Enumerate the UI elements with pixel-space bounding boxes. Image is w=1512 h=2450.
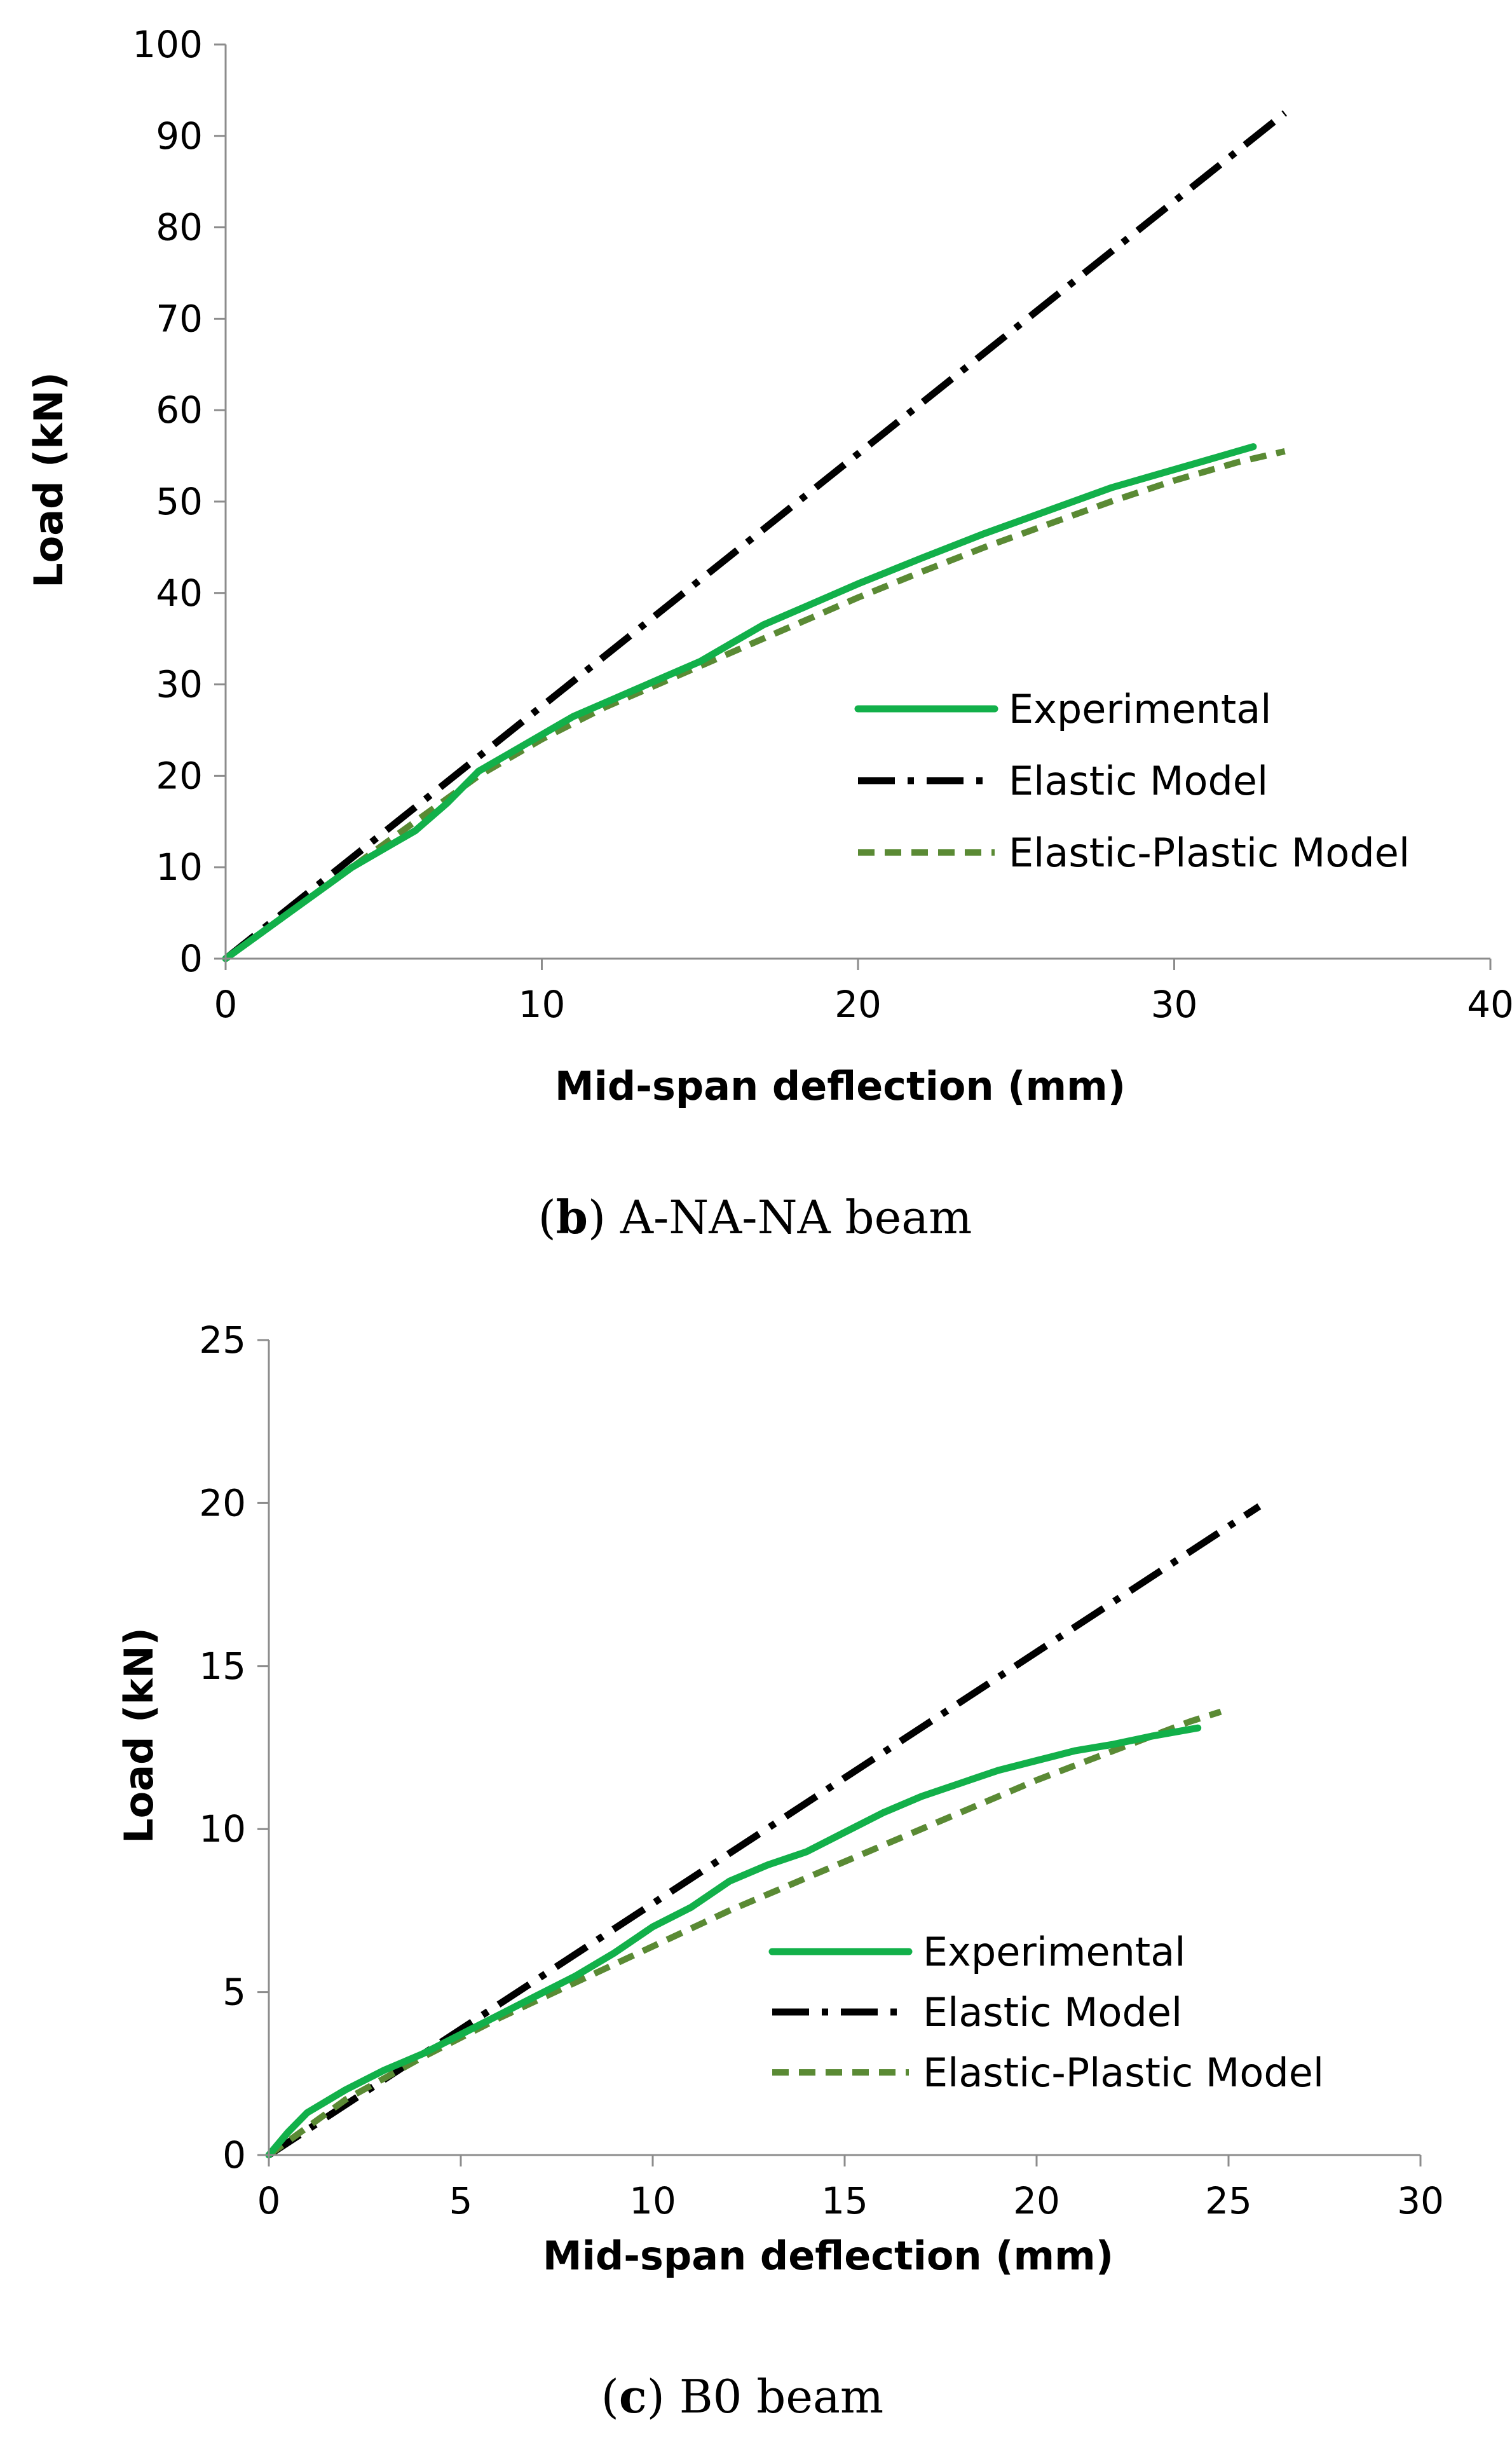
y-tick-label: 30 [156, 663, 203, 706]
series-line-elastic-plastic-model [224, 448, 1286, 962]
chart-caption: (b) A-NA-NA beam [538, 1190, 972, 1244]
x-tick-label: 40 [1467, 983, 1512, 1026]
x-axis-title: Mid-span deflection (mm) [555, 1063, 1126, 1109]
chart-caption: (c) B0 beam [601, 2369, 883, 2423]
y-tick-label: 15 [199, 1645, 246, 1688]
series-line-experimental [265, 1724, 1202, 2159]
legend-label: Elastic-Plastic Model [1009, 830, 1410, 876]
y-tick-label: 0 [179, 937, 203, 980]
legend: Experimental Elastic Model Elastic-Plastic… [768, 1929, 1324, 2096]
y-tick-label: 60 [156, 388, 203, 432]
y-tick-label: 20 [199, 1481, 246, 1524]
chart-b0-beam: 0 5 10 15 20 25 0 5 10 15 20 25 30 Load (kN) Mid-spa… [116, 1318, 1444, 2423]
x-tick-label: 25 [1205, 2179, 1252, 2222]
y-tick-label: 50 [156, 480, 203, 523]
x-tick-label: 30 [1397, 2179, 1444, 2222]
legend: Experimental Elastic Model Elastic-Plastic… [854, 686, 1410, 876]
x-tick-label: 0 [214, 983, 238, 1026]
y-tick-label: 10 [199, 1807, 246, 1851]
y-tick-label: 5 [222, 1971, 246, 2014]
y-tick-label: 25 [199, 1318, 246, 1362]
legend-label: Elastic Model [923, 1989, 1182, 2036]
x-tick-label: 20 [834, 983, 882, 1026]
legend-label: Elastic-Plastic Model [923, 2050, 1324, 2096]
y-tick-label: 40 [156, 571, 203, 615]
series-line-experimental [222, 443, 1257, 962]
series-line-elastic-model [223, 110, 1288, 962]
y-axis-title: Load (kN) [116, 1627, 162, 1844]
x-tick-label: 0 [257, 2179, 281, 2222]
legend-label: Experimental [1009, 686, 1271, 732]
x-tick-label: 5 [449, 2179, 473, 2222]
y-axis-title: Load (kN) [25, 372, 72, 588]
y-tick-label: 10 [156, 845, 203, 889]
x-tick-label: 30 [1151, 983, 1198, 1026]
series-line-elastic-model [266, 1503, 1262, 2158]
x-tick-label: 10 [519, 983, 566, 1026]
chart-a-na-na-beam: 0 10 20 30 40 50 60 70 80 90 100 0 10 20 30 40 Load (kN… [25, 23, 1512, 1244]
legend-label: Elastic Model [1009, 758, 1268, 804]
y-tick-label: 100 [132, 23, 203, 66]
x-tick-label: 15 [821, 2179, 868, 2222]
x-tick-label: 10 [629, 2179, 676, 2222]
y-tick-label: 20 [156, 754, 203, 797]
y-tick-label: 80 [156, 206, 203, 249]
x-tick-label: 20 [1013, 2179, 1060, 2222]
y-tick-label: 90 [156, 114, 203, 158]
legend-label: Experimental [923, 1929, 1185, 1975]
x-axis-title: Mid-span deflection (mm) [543, 2233, 1114, 2279]
y-tick-label: 70 [156, 297, 203, 340]
y-tick-label: 0 [222, 2133, 246, 2177]
